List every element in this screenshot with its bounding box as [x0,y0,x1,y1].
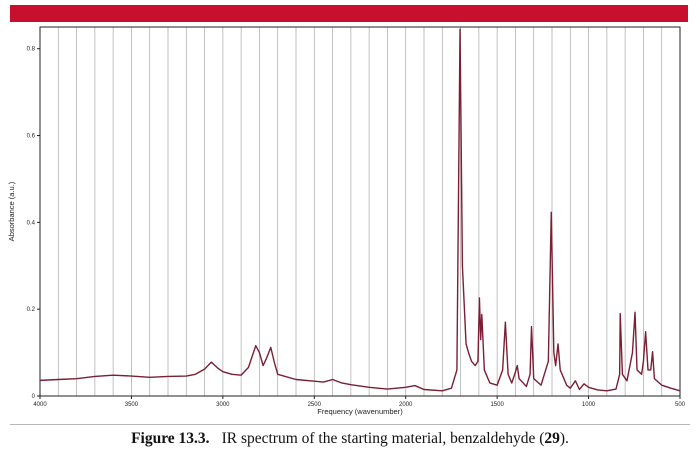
y-axis-label: Absorbance (a.u.) [7,181,16,241]
x-axis-label: Frequency (wavenumber) [317,407,403,416]
x-tick-label: 3500 [125,402,139,408]
figure-label: Figure 13.3. [131,430,210,447]
caption-divider [10,424,690,425]
figure-caption: Figure 13.3. IR spectrum of the starting … [0,430,700,448]
x-tick-label: 1500 [490,402,504,408]
grid-lines [57,27,663,396]
y-tick-label: 0.6 [27,134,36,140]
x-tick-label: 4000 [33,402,47,408]
y-tick-label: 0.4 [27,220,36,226]
header-banner [10,5,688,22]
x-tick-label: 3000 [216,402,230,408]
caption-text: IR spectrum of the starting material, be… [221,430,545,447]
x-tick-label: 500 [675,402,686,408]
spectrum-trace [39,28,681,392]
ir-spectrum-chart: 0 0.2 0.4 0.6 0.8 4000 3500 3000 2500 2000 1500 10… [7,26,686,416]
plot-frame [39,26,681,397]
x-axis: 4000 3500 3000 2500 2000 1500 1000 500 [33,396,686,408]
compound-number: 29 [544,430,560,447]
x-tick-label: 1000 [582,402,596,408]
x-tick-label: 2000 [399,402,413,408]
y-tick-label: 0.8 [27,47,36,53]
y-axis: 0 0.2 0.4 0.6 0.8 [27,47,40,400]
x-tick-label: 2500 [308,402,322,408]
y-tick-label: 0 [32,394,36,400]
y-tick-label: 0.2 [27,307,36,313]
caption-text-end: ). [559,430,569,447]
